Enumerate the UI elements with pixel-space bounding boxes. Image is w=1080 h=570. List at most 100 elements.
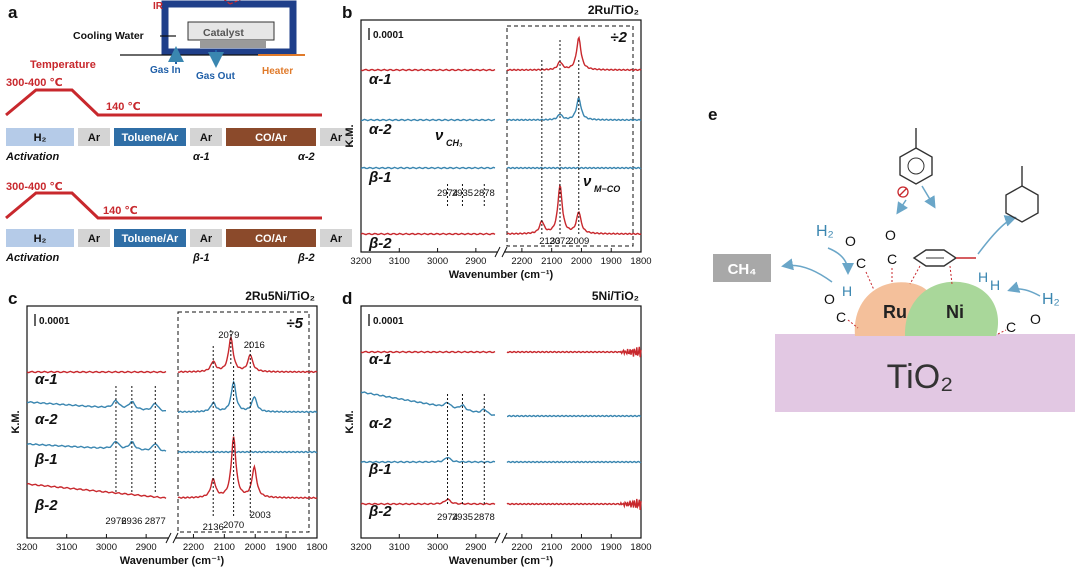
x-tick-label: 1800 [630, 256, 651, 267]
trace-line-1-right [177, 379, 318, 414]
h-atom-ni-2: H [990, 277, 1000, 293]
trace-label-1: α-2 [35, 411, 58, 428]
axis-break-mask [169, 534, 175, 542]
protocol-step-label-1: Ar [88, 233, 101, 245]
protocol-step-label-2: Toluene/Ar [122, 132, 179, 144]
x-tick-label: 2100 [541, 256, 562, 267]
protocol-step-label-0: H₂ [34, 132, 47, 144]
protocol-step-2 [114, 229, 186, 247]
trace-line-2-left [360, 166, 496, 170]
trace-line-3-right [506, 498, 642, 510]
reactor-cell: IR Cooling Water Catalyst Gas In Gas Out… [73, 0, 305, 82]
h-atom-ru: H [842, 283, 852, 299]
x-tick-label: 1900 [601, 542, 622, 553]
panel-label-e: e [708, 105, 717, 124]
axis-break-mark [494, 532, 501, 544]
svg-text:C: C [1006, 319, 1016, 335]
x-tick-label: 2000 [571, 542, 592, 553]
protocol-step-label-2: Toluene/Ar [122, 233, 179, 245]
peak-label: 2974 [437, 188, 458, 199]
x-tick-label: 1900 [601, 256, 622, 267]
panel-label-d: d [342, 289, 352, 308]
trace-label-0: α-1 [35, 371, 58, 388]
trace-line-0-left [360, 68, 496, 72]
x-tick-label: 1800 [306, 542, 327, 553]
protocol-step-5 [320, 229, 352, 247]
heater-label: Heater [262, 66, 293, 77]
toluene-down-arrow [896, 199, 908, 215]
protocol-step-2 [114, 128, 186, 146]
trace-label-2: β-1 [368, 461, 392, 478]
protocol-step-label-5: Ar [330, 132, 343, 144]
protocol-step-4 [226, 229, 316, 247]
x-tick-label: 1900 [276, 542, 297, 553]
protocol-steps-alpha: H₂ Ar Toluene/Ar Ar CO/Ar Ar [6, 128, 352, 146]
x-tick-label: 3100 [389, 256, 410, 267]
nu-co-label: ν [583, 173, 592, 190]
protocol-step-3 [190, 229, 222, 247]
svg-text:C: C [856, 255, 866, 271]
peak-label: 2133 [539, 236, 560, 247]
tio2-label: TiO₂ [887, 358, 954, 396]
x-tick-label: 3000 [427, 256, 448, 267]
trace-label-2: β-1 [368, 169, 392, 186]
x-tick-label: 2900 [465, 256, 486, 267]
x-tick-label: 3000 [96, 542, 117, 553]
panel-d-chart: 5Ni/TiO₂ K.M. Wavenumber (cm⁻¹) 0.0001 3200 3… [344, 289, 652, 567]
ni-label: Ni [946, 302, 964, 322]
trace-line-3-left [360, 498, 496, 506]
temperature-profile-alpha [5, 88, 322, 117]
marker-beta-2: β-2 [297, 252, 315, 264]
plot-frame [26, 305, 318, 539]
trace-line-1-left [361, 391, 495, 416]
x-tick-label: 2000 [245, 542, 266, 553]
trace-line-0-right [506, 346, 642, 358]
svg-text:C: C [836, 309, 846, 325]
x-tick-label: 3100 [56, 542, 77, 553]
protocol-step-label-0: H₂ [34, 233, 47, 245]
panel-label-b: b [342, 3, 352, 22]
protocol-step-3 [190, 128, 222, 146]
axis-break-mark [172, 532, 179, 544]
trace-line-2-right [177, 450, 318, 454]
h-atom-ni-1: H [978, 269, 988, 285]
trace-line-3-right [506, 183, 642, 236]
blocked-icon [897, 186, 909, 198]
trace-line-1-left [26, 398, 166, 412]
x-tick-label: 2200 [511, 256, 532, 267]
adsorbed-toluene-icon [909, 249, 976, 285]
panel-c-chart: 2Ru5Ni/TiO₂ K.M. Wavenumber (cm⁻¹) 0.0001 32… [10, 289, 328, 567]
protocol-step-label-3: Ar [200, 233, 213, 245]
x-tick-label: 3100 [389, 542, 410, 553]
trace-line-2-right [506, 460, 642, 464]
svg-text:O: O [885, 227, 896, 243]
x-tick-label: 3000 [427, 542, 448, 553]
x-tick-label: 3200 [16, 542, 37, 553]
axis-break-mask [498, 248, 504, 256]
x-tick-label: 2900 [136, 542, 157, 553]
peak-label: 2003 [250, 510, 271, 521]
gas-in-label: Gas In [150, 65, 181, 76]
axis-break-mark [165, 532, 172, 544]
panel-b-chart: 2Ru/TiO₂ K.M. Wavenumber (cm⁻¹) 0.0001 3200 3… [344, 3, 652, 281]
t-high-label-alpha: 300-400 ℃ [6, 77, 63, 89]
scale-bar-label: 0.0001 [39, 316, 70, 327]
trace-label-0: α-1 [369, 351, 392, 368]
trace-line-0-left [26, 370, 167, 374]
marker-alpha-1: α-1 [193, 151, 210, 163]
h2-left-label: H₂ [816, 223, 834, 240]
ch4-box [713, 254, 771, 282]
temperature-label: Temperature [30, 59, 96, 71]
nu-ch-subscript: CH₃ [446, 138, 463, 148]
y-axis-label: K.M. [344, 410, 356, 433]
scale-bar-label: 0.0001 [373, 316, 404, 327]
peak-label: 2009 [568, 236, 589, 247]
co-molecule-mid2: O C [885, 227, 897, 284]
peak-label: 2936 [121, 516, 142, 527]
ir-beam-out [229, 0, 241, 5]
axis-break-mark [501, 532, 508, 544]
chart-title: 5Ni/TiO₂ [592, 289, 639, 303]
chart-title: 2Ru/TiO₂ [588, 3, 639, 17]
catalyst-label: Catalyst [203, 27, 244, 39]
activation-label-beta: Activation [5, 252, 59, 264]
